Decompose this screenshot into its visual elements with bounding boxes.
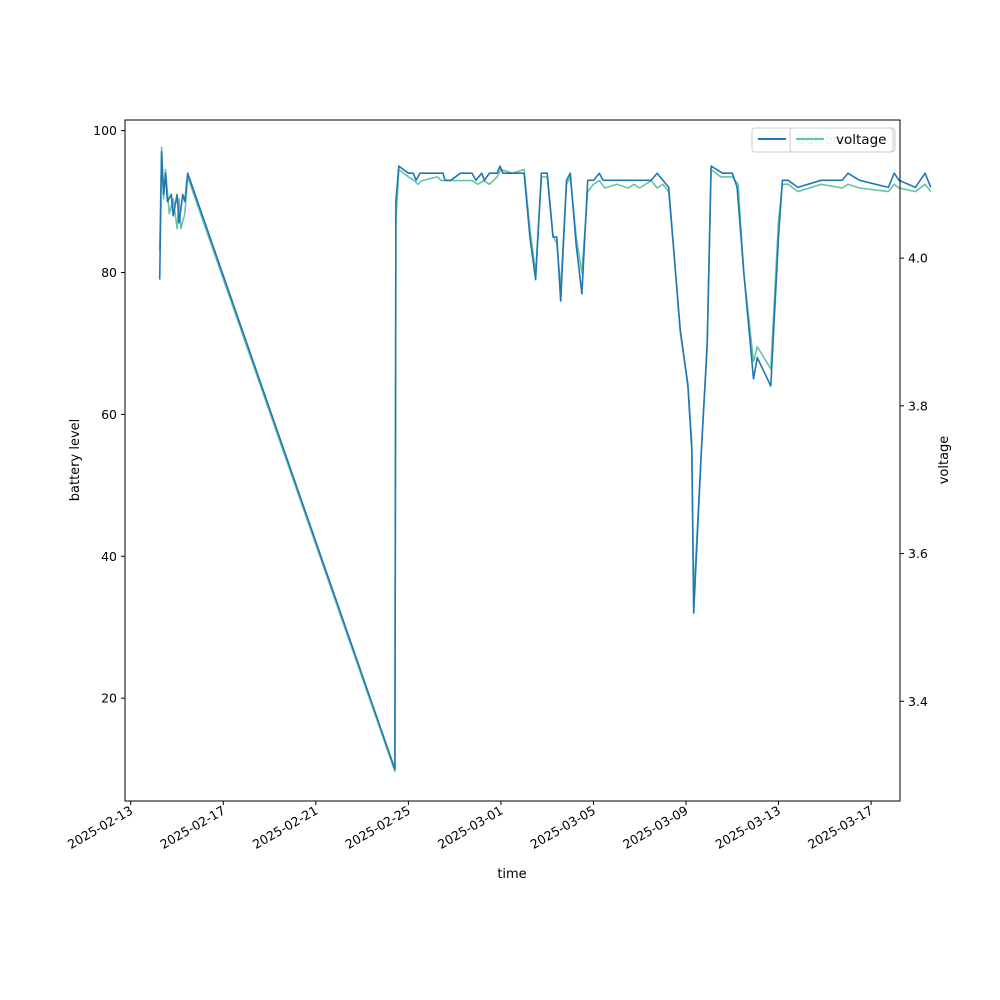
y-axis-label-left: battery level [68,419,83,502]
legend-label-voltage: voltage [836,132,886,148]
y-right-tick-label: 3.8 [908,398,928,413]
legend-box-front [789,127,894,153]
y-right-tick-label: 3.6 [908,546,928,561]
y-left-tick-label: 100 [93,123,117,138]
x-tick-label: 2025-02-25 [342,803,412,852]
plot-frame [124,119,901,802]
x-tick-label: 2025-03-17 [805,803,875,852]
y-right-tick-label: 3.4 [908,694,928,709]
x-tick-label: 2025-02-17 [157,803,227,852]
x-tick-label: 2025-03-05 [528,803,598,852]
y-left-tick-label: 20 [101,691,117,706]
legend: battery voltage [751,127,896,153]
battery-series-layer [158,151,932,770]
y-right-tick-label: 4.0 [908,251,928,266]
x-axis-label: time [497,867,526,882]
y-left-tick-label: 40 [101,549,117,564]
battery-series-line [158,151,932,770]
x-tick-label: 2025-02-13 [65,803,135,852]
x-tick-label: 2025-02-21 [250,803,320,852]
y-left-tick-label: 80 [101,265,117,280]
x-tick-label: 2025-03-09 [620,803,690,852]
y-left-tick-label: 60 [101,407,117,422]
y-axis-label-right: voltage [937,436,952,485]
x-tick-label: 2025-03-13 [713,803,783,852]
plot-area [125,120,900,801]
x-tick-label: 2025-03-01 [435,803,505,852]
